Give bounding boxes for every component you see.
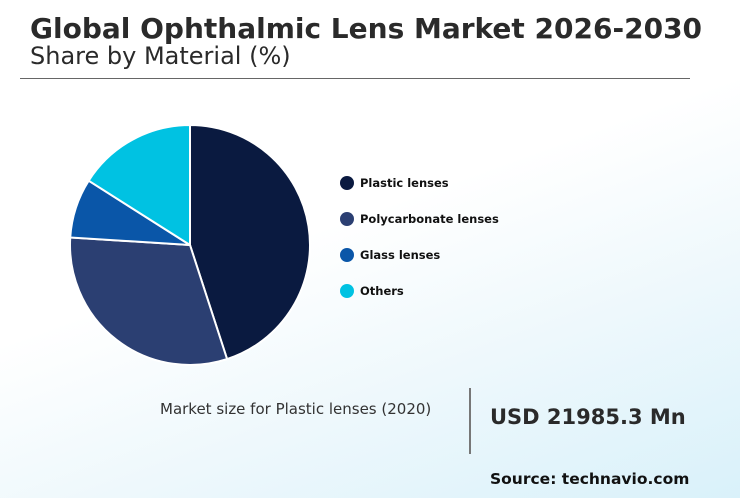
pie-slice-polycarbonate-lenses [69,236,229,366]
market-size-label: Market size for Plastic lenses (2020) [160,400,432,418]
legend-label: Polycarbonate lenses [360,212,499,226]
pie-slice-plastic-lenses [189,123,311,361]
legend-item-glass: Glass lenses [340,246,499,264]
legend-label: Others [360,284,404,298]
legend-item-others: Others [340,282,499,300]
pie-slice-others [87,123,191,247]
legend-swatch [340,176,354,190]
source-note: Source: technavio.com [490,470,690,488]
chart-title: Global Ophthalmic Lens Market 2026-2030 [30,12,703,45]
header-divider [20,78,690,79]
legend-item-polycarbonate: Polycarbonate lenses [340,210,499,228]
legend-swatch [340,248,354,262]
chart-subtitle: Share by Material (%) [30,42,291,70]
legend-label: Glass lenses [360,248,441,262]
legend-item-plastic: Plastic lenses [340,174,499,192]
market-size-value: USD 21985.3 Mn [490,405,686,429]
legend-swatch [340,212,354,226]
market-size-divider [469,388,471,454]
chart-legend: Plastic lenses Polycarbonate lenses Glas… [340,174,499,318]
legend-label: Plastic lenses [360,176,449,190]
legend-swatch [340,284,354,298]
